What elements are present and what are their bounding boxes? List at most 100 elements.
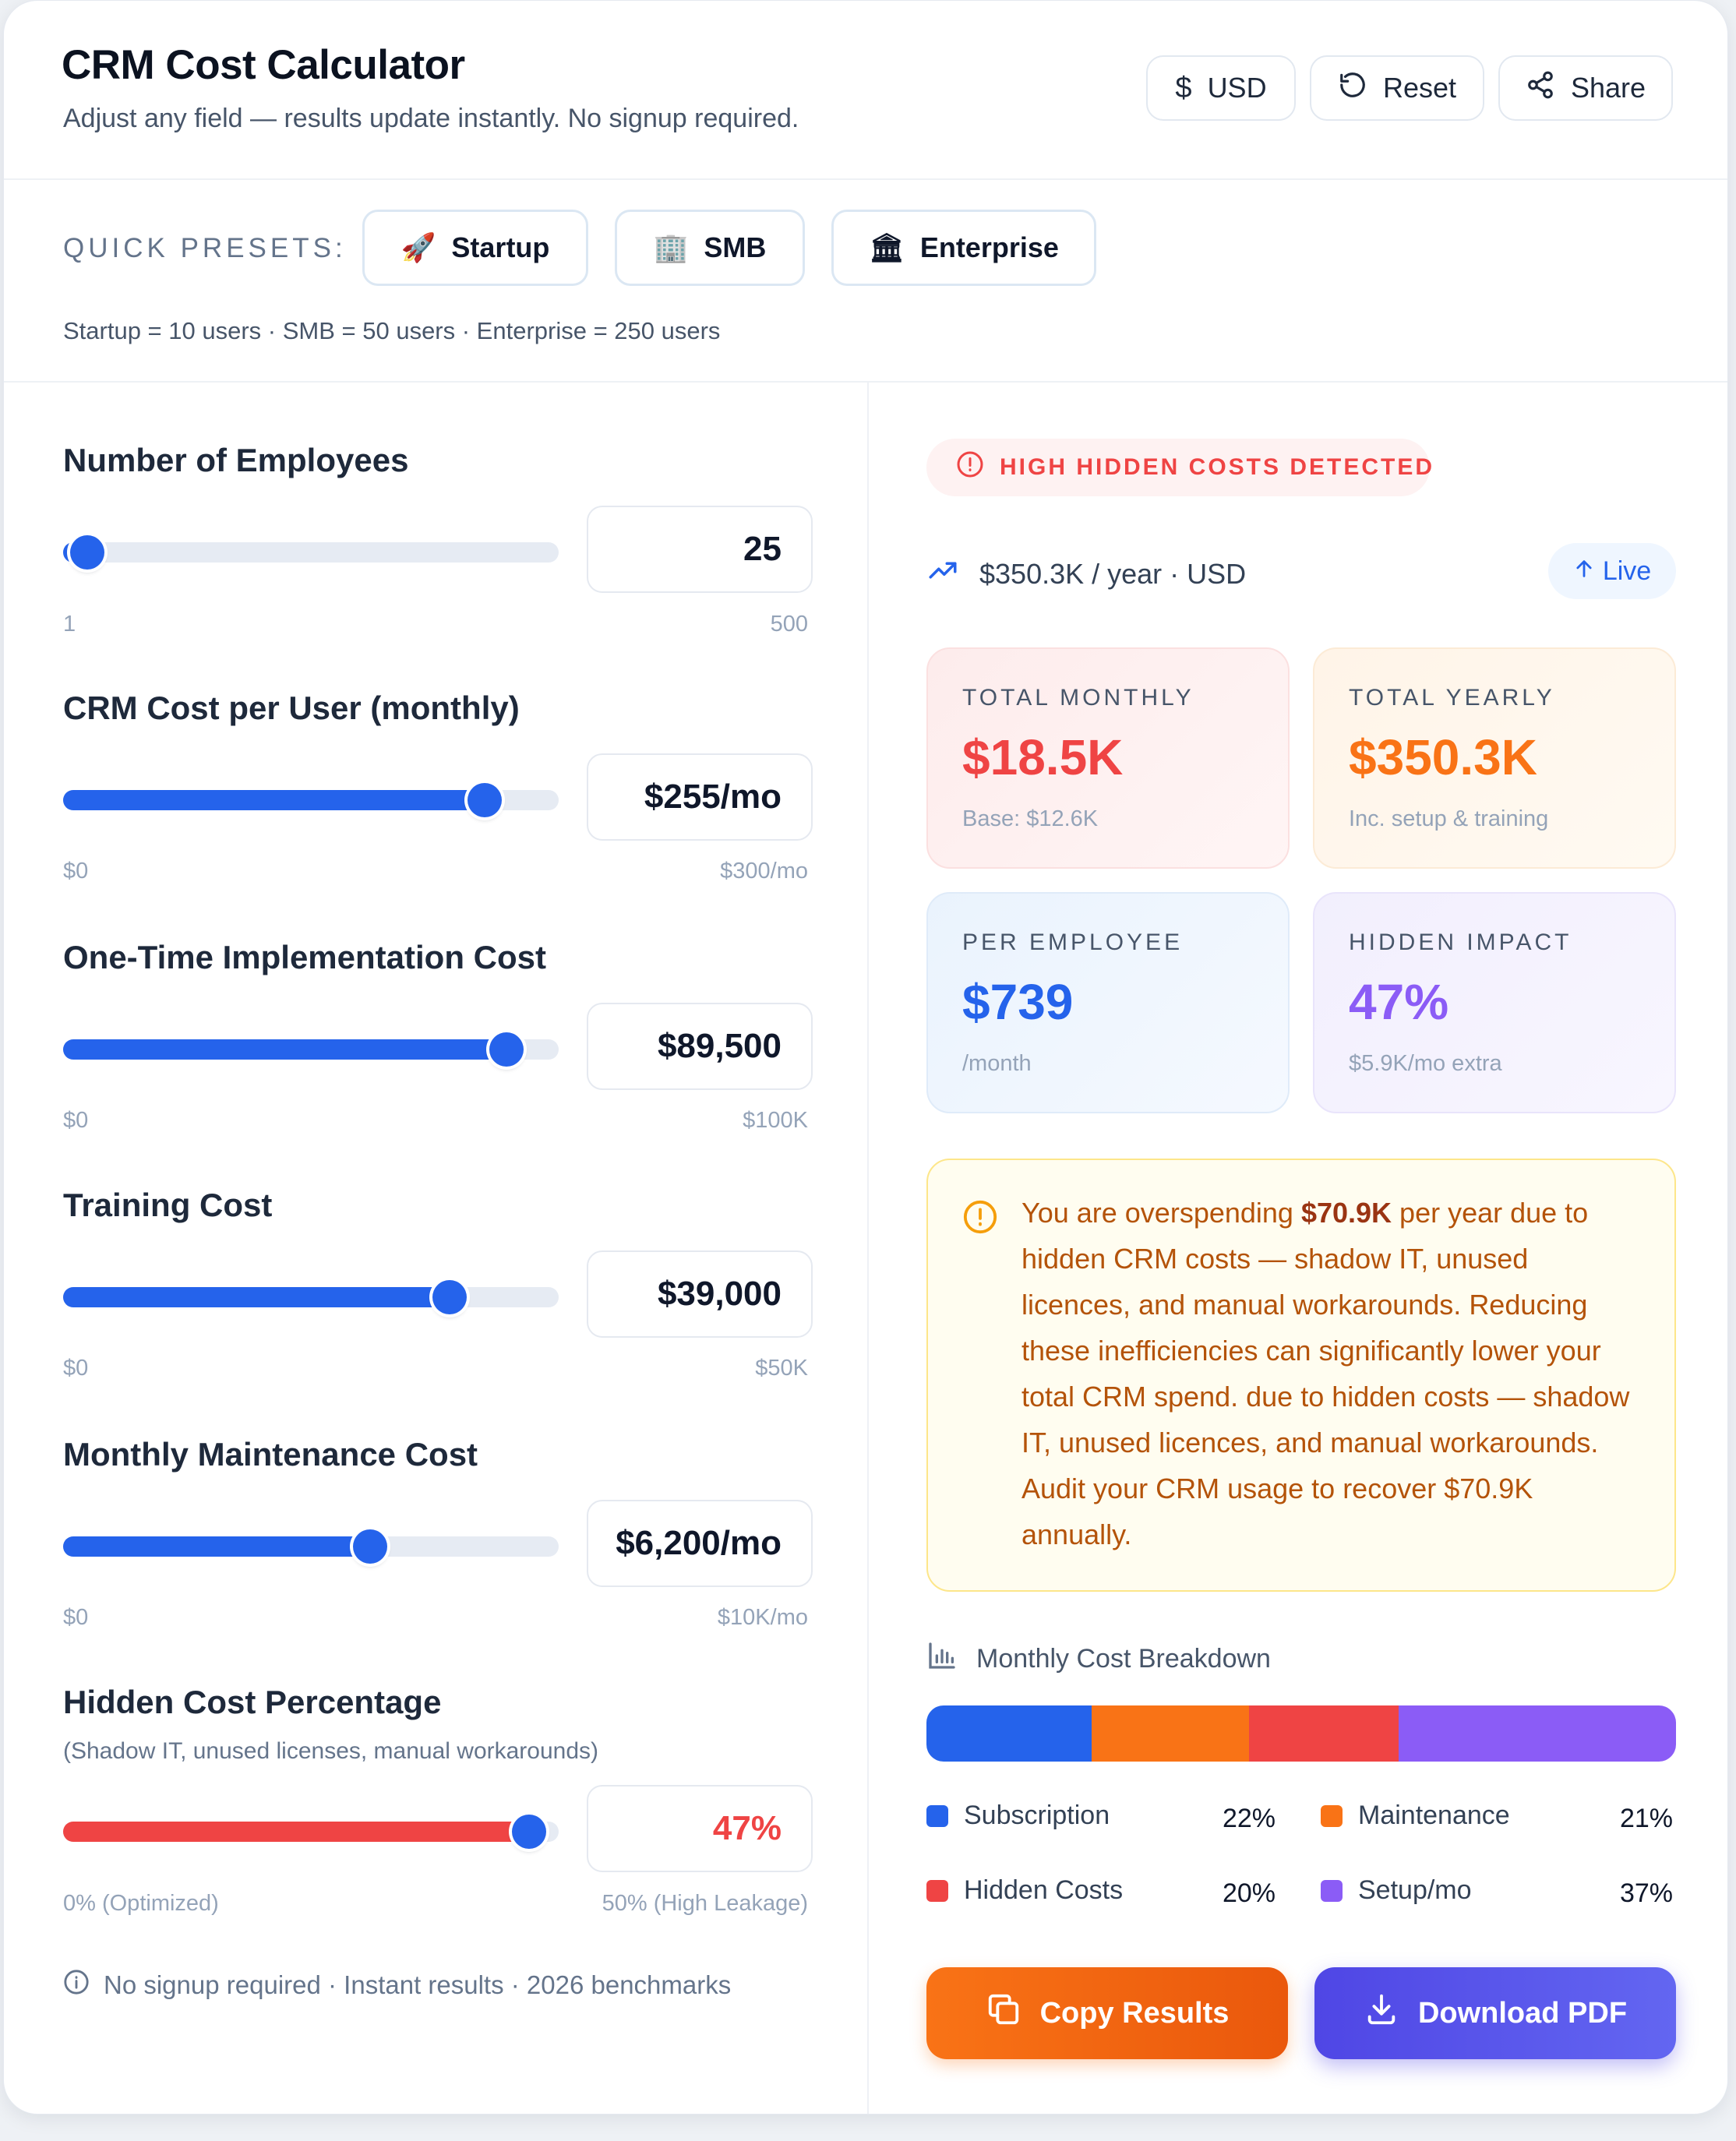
segment-setup <box>1399 1705 1676 1762</box>
segment-subscription <box>926 1705 1092 1762</box>
hidden-cost-input[interactable]: 47% <box>587 1785 813 1872</box>
legend-label: Subscription <box>964 1801 1110 1830</box>
range-min: $0 <box>63 859 89 884</box>
preset-smb-button[interactable]: 🏢 SMB <box>615 210 805 286</box>
classical-building-icon: 🏛 <box>869 231 905 263</box>
kpi-per-employee: PER EMPLOYEE $739 /month <box>926 892 1290 1113</box>
kpi-sub: $5.9K/mo extra <box>1349 1051 1502 1076</box>
kpi-value: $739 <box>962 974 1074 1030</box>
footnote: No signup required · Instant results · 2… <box>63 1969 731 2002</box>
copy-results-label: Copy Results <box>1039 1996 1230 2030</box>
field-label: Hidden Cost Percentage <box>63 1684 442 1720</box>
cost-per-user-input[interactable]: $255/mo <box>587 753 813 841</box>
warning-text-pre: You are overspending <box>1021 1197 1301 1229</box>
alert-text: HIGH HIDDEN COSTS DETECTED <box>1000 454 1435 480</box>
live-badge: Live <box>1548 543 1676 599</box>
range-min: $0 <box>63 1108 89 1133</box>
preset-enterprise-button[interactable]: 🏛 Enterprise <box>831 210 1096 286</box>
legend-pct: 20% <box>1222 1878 1276 1908</box>
reset-label: Reset <box>1382 72 1457 104</box>
field-label: Number of Employees <box>63 442 409 478</box>
slider-thumb[interactable] <box>489 1032 524 1067</box>
maintenance-slider[interactable] <box>63 1529 559 1564</box>
alert-circle-icon <box>956 450 984 485</box>
implementation-slider[interactable] <box>63 1032 559 1067</box>
kpi-value: $350.3K <box>1349 729 1537 785</box>
kpi-sub: Inc. setup & training <box>1349 806 1549 831</box>
maintenance-input[interactable]: $6,200/mo <box>587 1500 813 1587</box>
page-title: CRM Cost Calculator <box>62 42 465 88</box>
share-button[interactable]: Share <box>1498 55 1673 121</box>
presets-label: QUICK PRESETS: <box>63 233 347 263</box>
footnote-text: No signup required · Instant results · 2… <box>104 1970 732 1999</box>
dollar-icon: $ <box>1175 71 1192 104</box>
breakdown-title-text: Monthly Cost Breakdown <box>976 1644 1271 1674</box>
field-label: Monthly Maintenance Cost <box>63 1436 478 1473</box>
training-input[interactable]: $39,000 <box>587 1250 813 1338</box>
field-label: One-Time Implementation Cost <box>63 939 546 975</box>
rate-text: $350.3K / year · USD <box>979 557 1247 590</box>
kpi-total-monthly: TOTAL MONTHLY $18.5K Base: $12.6K <box>926 647 1290 869</box>
training-slider[interactable] <box>63 1280 559 1314</box>
legend-swatch <box>1321 1879 1343 1902</box>
currency-button[interactable]: $ USD <box>1146 55 1296 121</box>
overspending-warning: You are overspending $70.9K per year due… <box>926 1159 1676 1592</box>
slider-thumb[interactable] <box>467 783 502 817</box>
slider-thumb[interactable] <box>511 1815 546 1849</box>
arrow-up-icon <box>1573 556 1595 587</box>
kpi-hidden-impact: HIDDEN IMPACT 47% $5.9K/mo extra <box>1313 892 1676 1113</box>
kpi-total-yearly: TOTAL YEARLY $350.3K Inc. setup & traini… <box>1313 647 1676 869</box>
legend-pct: 37% <box>1619 1878 1673 1908</box>
implementation-input[interactable]: $89,500 <box>587 1003 813 1090</box>
preset-label: Startup <box>451 231 550 263</box>
range-max: 50% (High Leakage) <box>602 1891 808 1916</box>
range-max: $10K/mo <box>717 1605 808 1630</box>
share-label: Share <box>1570 72 1646 104</box>
field-label: CRM Cost per User (monthly) <box>63 690 520 726</box>
breakdown-title: Monthly Cost Breakdown <box>926 1640 1271 1678</box>
slider-thumb[interactable] <box>353 1529 388 1564</box>
slider-fill <box>63 1536 371 1557</box>
presets-note: Startup = 10 users · SMB = 50 users · En… <box>63 317 721 344</box>
legend-swatch <box>1321 1804 1343 1827</box>
segment-maintenance <box>1091 1705 1249 1762</box>
employees-slider[interactable] <box>63 535 559 570</box>
legend-label: Setup/mo <box>1358 1875 1472 1905</box>
kpi-value: $18.5K <box>962 729 1124 785</box>
rocket-icon: 🚀 <box>400 231 436 263</box>
download-icon <box>1364 1991 1399 2035</box>
legend-swatch <box>926 1879 948 1902</box>
range-min: $0 <box>63 1605 89 1630</box>
legend-pct: 22% <box>1222 1804 1276 1833</box>
cost-per-user-slider[interactable] <box>63 783 559 817</box>
kpi-label: PER EMPLOYEE <box>962 929 1184 955</box>
range-max: 500 <box>770 612 808 637</box>
slider-fill <box>63 1822 529 1842</box>
slider-fill <box>63 1039 507 1060</box>
kpi-value: 47% <box>1349 974 1449 1030</box>
reset-button[interactable]: Reset <box>1310 55 1484 121</box>
header-divider <box>4 178 1727 180</box>
slider-thumb[interactable] <box>69 535 104 570</box>
download-pdf-label: Download PDF <box>1417 1996 1628 2030</box>
reset-icon <box>1338 70 1367 107</box>
field-label: Training Cost <box>63 1187 273 1223</box>
hidden-cost-slider[interactable] <box>63 1815 559 1849</box>
warning-amount: $70.9K <box>1300 1197 1392 1229</box>
legend-maintenance: Maintenance <box>1321 1801 1510 1831</box>
trending-up-icon <box>926 554 959 594</box>
legend-swatch <box>926 1804 948 1827</box>
slider-thumb[interactable] <box>432 1280 468 1314</box>
legend-label: Maintenance <box>1358 1801 1510 1830</box>
download-pdf-button[interactable]: Download PDF <box>1314 1967 1676 2059</box>
legend-label: Hidden Costs <box>964 1875 1124 1905</box>
warning-text: You are overspending $70.9K per year due… <box>1021 1190 1645 1557</box>
hidden-costs-alert: HIGH HIDDEN COSTS DETECTED <box>926 439 1432 496</box>
copy-results-button[interactable]: Copy Results <box>926 1967 1288 2059</box>
live-label: Live <box>1602 556 1652 586</box>
employees-input[interactable]: 25 <box>587 506 813 593</box>
page-subtitle: Adjust any field — results update instan… <box>63 104 799 133</box>
legend-hidden-costs: Hidden Costs <box>926 1875 1123 1906</box>
preset-startup-button[interactable]: 🚀 Startup <box>362 210 588 286</box>
legend-setup: Setup/mo <box>1321 1875 1472 1906</box>
